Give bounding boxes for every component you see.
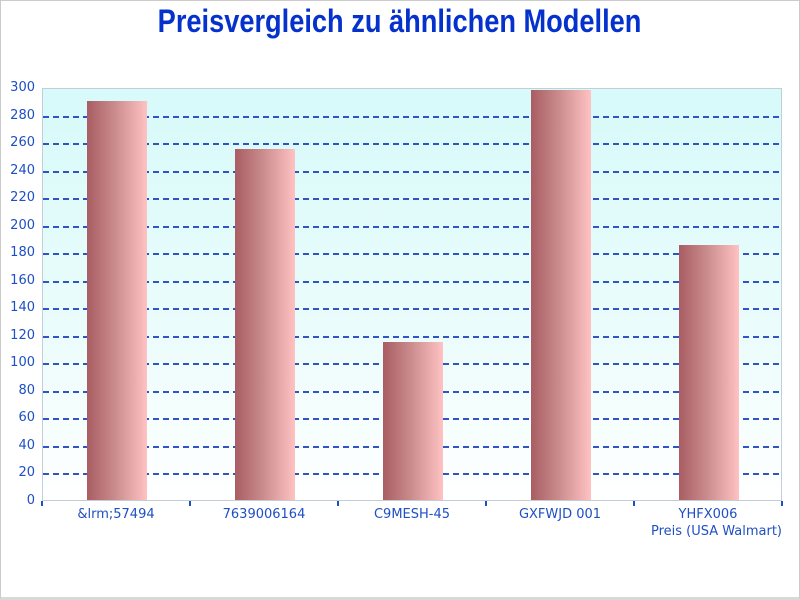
y-axis-label-100: 100 xyxy=(10,355,35,371)
x-axis-label-2: C9MESH-45 xyxy=(373,507,451,522)
y-axis-label-260: 260 xyxy=(10,135,35,151)
x-axis-tick-2 xyxy=(337,501,339,506)
y-axis-label-40: 40 xyxy=(18,437,35,453)
bar-C9MESH-45 xyxy=(383,341,443,500)
bar-7639006164 xyxy=(235,148,295,500)
y-axis-label-300: 300 xyxy=(10,80,35,95)
gridline-200 xyxy=(43,225,781,228)
y-axis-label-0: 0 xyxy=(26,493,35,508)
x-axis-label-4: YHFX006 xyxy=(678,507,738,522)
x-axis-tick-5 xyxy=(781,501,783,506)
gridline-180 xyxy=(43,253,781,256)
x-axis-tick-4 xyxy=(633,501,635,506)
y-axis-label-140: 140 xyxy=(10,300,35,316)
y-axis-label-80: 80 xyxy=(18,382,35,398)
gridline-160 xyxy=(43,280,781,283)
y-axis-label-120: 120 xyxy=(10,327,35,343)
y-axis-label-220: 220 xyxy=(10,190,35,206)
y-axis-label-280: 280 xyxy=(10,107,35,123)
x-axis-label-0: &lrm;57494 xyxy=(77,507,155,522)
gridline-240 xyxy=(43,170,781,173)
x-axis-label-3: GXFWJD 001 xyxy=(518,507,602,522)
x-axis-tick-1 xyxy=(189,501,191,506)
y-axis-label-240: 240 xyxy=(10,162,35,178)
gridline-120 xyxy=(43,335,781,338)
plot-area xyxy=(42,88,782,501)
gridline-140 xyxy=(43,308,781,311)
y-axis-label-200: 200 xyxy=(10,217,35,233)
y-axis-label-160: 160 xyxy=(10,272,35,288)
y-axis-label-20: 20 xyxy=(18,465,35,481)
x-axis-tick-0 xyxy=(41,501,43,506)
x-axis-title: Preis (USA Walmart) xyxy=(650,524,782,539)
bar-YHFX006 xyxy=(679,245,739,500)
bar-&lrm;57494 xyxy=(87,100,147,500)
gridline-280 xyxy=(43,115,781,118)
bar-GXFWJD 001 xyxy=(531,89,591,500)
gridline-220 xyxy=(43,198,781,201)
x-axis-tick-3 xyxy=(485,501,487,506)
x-axis-label-1: 7639006164 xyxy=(222,507,306,522)
gridline-260 xyxy=(43,143,781,146)
chart-title-text: Preisvergleich zu ähnlichen Modellen xyxy=(158,3,642,39)
y-axis-label-180: 180 xyxy=(10,245,35,261)
y-axis-label-60: 60 xyxy=(18,410,35,426)
chart-title: Preisvergleich zu ähnlichen Modellen xyxy=(1,3,799,39)
